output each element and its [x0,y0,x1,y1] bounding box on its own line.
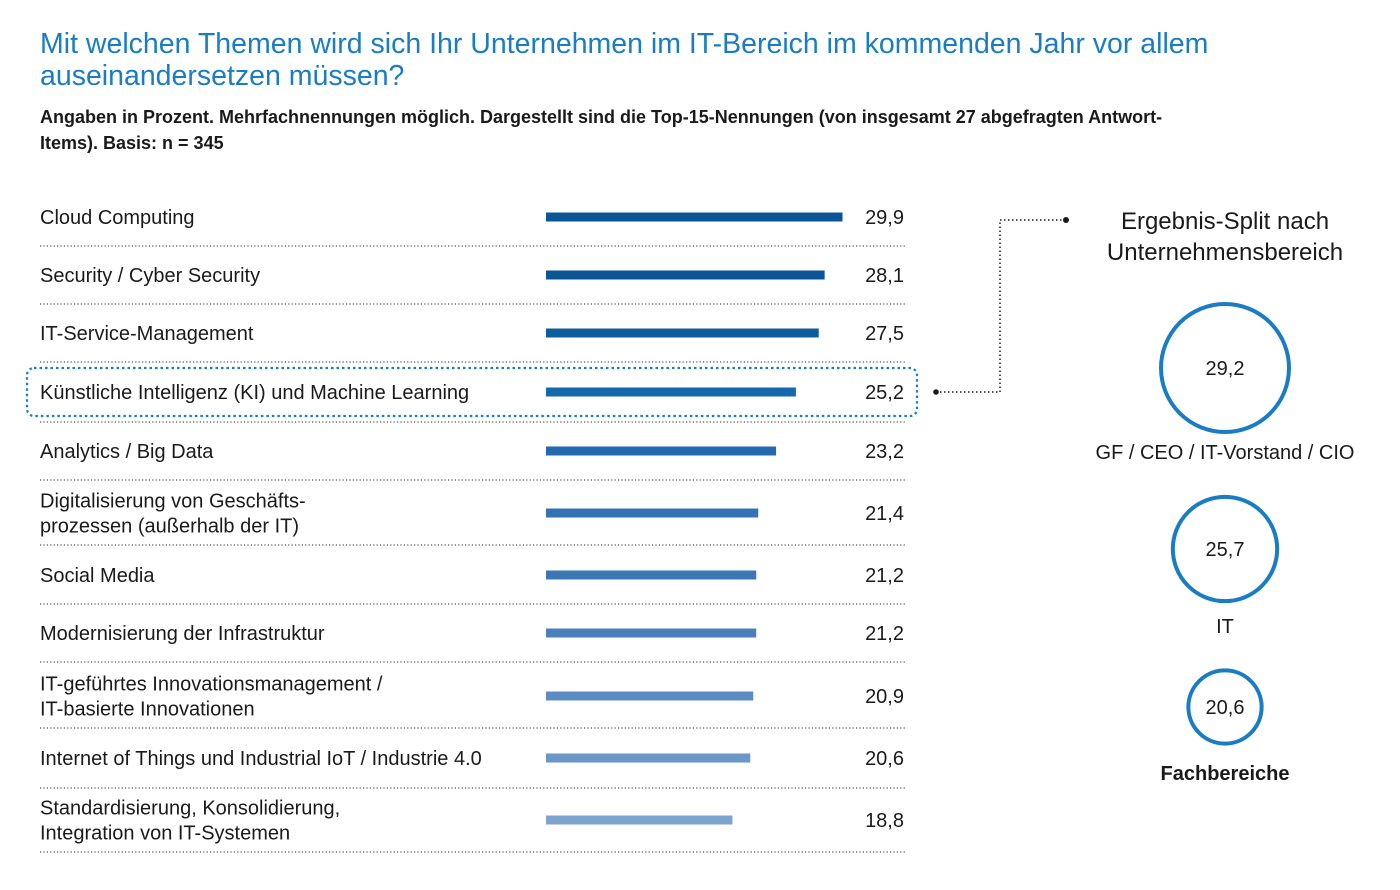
bar [546,508,759,518]
category-label: IT-geführtes Innovationsmanagement / IT-b… [40,674,383,721]
category-label: Standardisierung, Konsolidierung, Integra… [40,798,340,845]
category-label: Künstliche Intelligenz (KI) und Machine … [40,382,469,404]
split-bubble [1159,302,1291,434]
split-label-management: GF / CEO / IT-Vorstand / CIO [1095,442,1355,464]
category-label: Digitalisierung von Geschäfts-prozessen … [40,491,306,538]
bar [546,628,757,638]
category-label: Analytics / Big Data [40,441,214,463]
bar [546,691,754,701]
split-value-label: 20,6 [1206,697,1245,719]
chart-subtitle: Angaben in Prozent. Mehrfachnennungen mö… [40,107,1163,153]
category-label: IT-Service-Management [40,323,254,345]
value-label: 27,5 [865,323,904,345]
split-value-label: 25,7 [1206,539,1245,561]
bar [546,270,825,280]
split-heading: Ergebnis-Split nach Unternehmensbereich [1106,208,1344,266]
bar [546,815,733,825]
bar [546,328,819,338]
value-label: 20,6 [865,748,904,770]
connector-line [960,219,1062,393]
split-label-it: IT [1216,616,1234,638]
bar [546,446,777,456]
bar [546,570,757,580]
category-label: Security / Cyber Security [40,265,260,287]
split-label-fachbereiche: Fachbereiche [1160,763,1290,785]
category-label: Cloud Computing [40,207,195,229]
bar [546,753,751,763]
value-label: 21,2 [865,565,904,587]
value-label: 21,2 [865,623,904,645]
split-value-label: 29,2 [1206,358,1245,380]
bar-chart: Cloud Computing 29,9 Security / Cyber Secu… [25,207,960,853]
bar [546,212,843,222]
highlight-box [25,366,919,418]
split-bubble [1170,494,1280,604]
value-label: 28,1 [865,265,904,287]
value-label: 18,8 [865,810,904,832]
split-bubble [1186,668,1264,746]
category-label: Social Media [40,565,155,587]
bar [546,387,796,397]
value-label: 21,4 [865,503,904,525]
category-label: Internet of Things und Industrial IoT / … [40,748,482,770]
connector-dot [933,389,939,395]
value-label: 23,2 [865,441,904,463]
connector-dot [1063,217,1069,223]
chart-title: Mit welchen Themen wird sich Ihr Unterne… [40,28,1209,92]
category-label: Modernisierung der Infrastruktur [40,623,325,645]
value-label: 20,9 [865,686,904,708]
value-label: 29,9 [865,207,904,229]
value-label: 25,2 [865,382,904,404]
